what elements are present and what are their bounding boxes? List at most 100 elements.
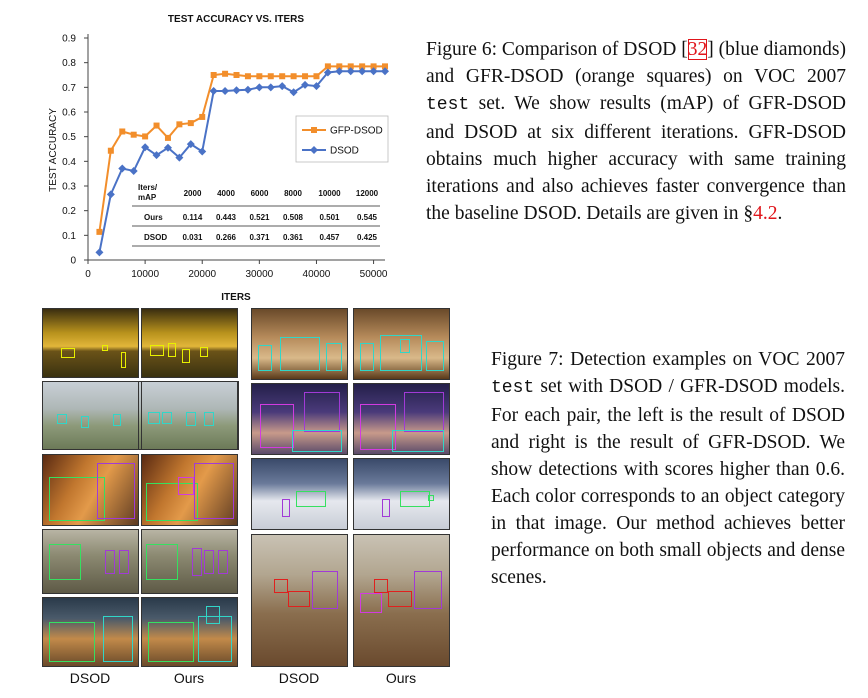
data-point bbox=[163, 143, 172, 152]
bbox bbox=[382, 499, 390, 517]
chart-svg: TEST ACCURACY VS. ITERS00.10.20.30.40.50… bbox=[48, 14, 389, 303]
data-point bbox=[222, 70, 229, 77]
table-cell: 0.521 bbox=[249, 213, 270, 222]
bbox bbox=[204, 412, 214, 426]
fig6-test-word: test bbox=[426, 95, 470, 115]
data-point bbox=[232, 86, 241, 95]
table-header-cell: 10000 bbox=[318, 189, 341, 198]
bbox bbox=[274, 579, 288, 593]
bbox bbox=[194, 463, 234, 519]
legend-marker bbox=[310, 146, 318, 154]
bbox bbox=[178, 477, 194, 495]
data-point bbox=[119, 128, 126, 135]
detection-image-street-dsod bbox=[42, 529, 139, 594]
data-point bbox=[209, 87, 218, 96]
table-cell: 0.361 bbox=[283, 233, 304, 242]
data-point bbox=[336, 63, 343, 70]
bbox bbox=[404, 392, 444, 432]
table-header-cell: 4000 bbox=[217, 189, 235, 198]
bbox bbox=[168, 343, 176, 357]
data-point bbox=[301, 80, 310, 89]
data-point bbox=[313, 73, 320, 80]
bbox bbox=[97, 463, 135, 519]
accuracy-chart-plot: TEST ACCURACY VS. ITERS 0 0.1 0.2 0.3 0.4 0.5 0… bbox=[0, 0, 420, 310]
data-point bbox=[243, 85, 252, 94]
table-header-cell: 12000 bbox=[356, 189, 379, 198]
table-row-label: Ours bbox=[144, 213, 163, 222]
detection-image-livingroom-dsod bbox=[251, 534, 348, 667]
table-row-label: DSOD bbox=[144, 233, 167, 242]
bbox bbox=[292, 430, 342, 452]
detection-image-kitchen-dsod bbox=[42, 597, 139, 667]
table-cell: 0.114 bbox=[183, 213, 203, 222]
chart-title: TEST ACCURACY VS. ITERS bbox=[168, 14, 304, 25]
data-point bbox=[164, 134, 171, 141]
bbox bbox=[280, 337, 320, 371]
bbox bbox=[186, 412, 196, 426]
table-header-label: mAP bbox=[138, 193, 157, 202]
fig6-section-link[interactable]: 4.2 bbox=[753, 203, 778, 224]
bbox bbox=[218, 550, 228, 574]
bbox bbox=[148, 412, 160, 424]
x-tick-label: 30000 bbox=[245, 269, 273, 280]
data-point bbox=[244, 73, 251, 80]
data-point bbox=[302, 73, 309, 80]
data-point bbox=[129, 166, 138, 175]
data-point bbox=[278, 82, 287, 91]
bbox bbox=[392, 430, 444, 452]
data-point bbox=[107, 147, 114, 154]
bbox bbox=[146, 544, 178, 580]
data-point bbox=[175, 153, 184, 162]
data-point bbox=[323, 68, 332, 77]
table-header-cell: 2000 bbox=[184, 189, 202, 198]
data-point bbox=[221, 87, 230, 96]
bbox bbox=[105, 550, 115, 574]
data-point bbox=[289, 88, 298, 97]
data-point bbox=[335, 67, 344, 76]
bbox bbox=[200, 347, 208, 357]
data-point bbox=[370, 63, 377, 70]
bbox bbox=[206, 606, 220, 624]
bbox bbox=[360, 593, 382, 613]
y-tick-label: 0.3 bbox=[62, 182, 76, 193]
bbox bbox=[49, 622, 95, 662]
table-header-cell: 6000 bbox=[251, 189, 269, 198]
data-point bbox=[382, 63, 388, 70]
detection-image-snow-ours bbox=[353, 458, 450, 530]
table-cell: 0.501 bbox=[319, 213, 340, 222]
y-tick-label: 0.4 bbox=[62, 157, 76, 168]
fig6-citation-link[interactable]: 32 bbox=[687, 39, 708, 60]
data-point bbox=[153, 122, 160, 129]
x-axis-label: ITERS bbox=[221, 292, 251, 303]
accuracy-chart: TEST ACCURACY VS. ITERS 0 0.1 0.2 0.3 0.4 0.5 0… bbox=[0, 0, 420, 310]
table-cell: 0.443 bbox=[216, 213, 237, 222]
data-point bbox=[347, 63, 354, 70]
data-point bbox=[106, 190, 115, 199]
table-cell: 0.266 bbox=[216, 233, 237, 242]
data-point bbox=[210, 72, 217, 78]
column-label-ours-right: Ours bbox=[385, 670, 417, 686]
table-cell: 0.371 bbox=[249, 233, 270, 242]
data-point bbox=[198, 147, 207, 156]
data-point bbox=[279, 73, 286, 80]
bbox bbox=[326, 343, 342, 371]
table-header-label: Iters/ bbox=[138, 183, 158, 192]
data-point bbox=[381, 67, 389, 76]
data-point bbox=[255, 83, 264, 92]
data-point bbox=[324, 63, 331, 70]
detection-image-field-dsod-left bbox=[42, 381, 139, 450]
column-label-dsod-left: DSOD bbox=[69, 670, 111, 686]
y-tick-label: 0.6 bbox=[62, 108, 76, 119]
data-point bbox=[358, 67, 367, 76]
legend-label: DSOD bbox=[330, 146, 359, 157]
detection-image-sunset-ours bbox=[141, 308, 238, 378]
data-point bbox=[359, 63, 366, 70]
bbox bbox=[49, 544, 81, 580]
data-point bbox=[290, 73, 297, 80]
bbox bbox=[388, 591, 412, 607]
detection-image-dog-dsod bbox=[42, 454, 139, 526]
bbox bbox=[102, 345, 108, 351]
legend-label: GFP-DSOD bbox=[330, 126, 383, 137]
fig6-end: . bbox=[777, 203, 783, 224]
bbox bbox=[288, 591, 310, 607]
